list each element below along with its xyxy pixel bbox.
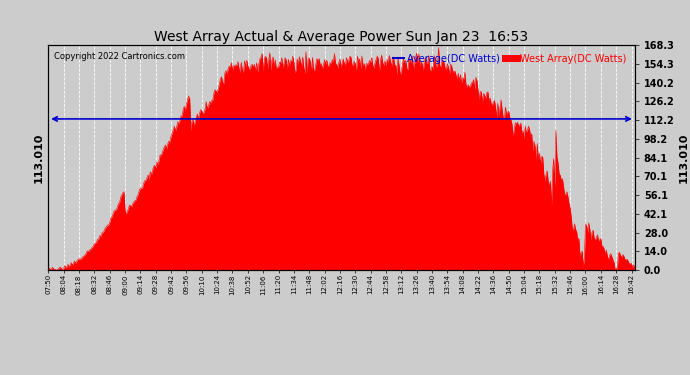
Text: Copyright 2022 Cartronics.com: Copyright 2022 Cartronics.com [55,52,185,61]
Legend: Average(DC Watts), West Array(DC Watts): Average(DC Watts), West Array(DC Watts) [389,50,630,68]
Y-axis label: 113.010: 113.010 [679,132,689,183]
Y-axis label: 113.010: 113.010 [34,132,44,183]
Title: West Array Actual & Average Power Sun Jan 23  16:53: West Array Actual & Average Power Sun Ja… [155,30,529,44]
